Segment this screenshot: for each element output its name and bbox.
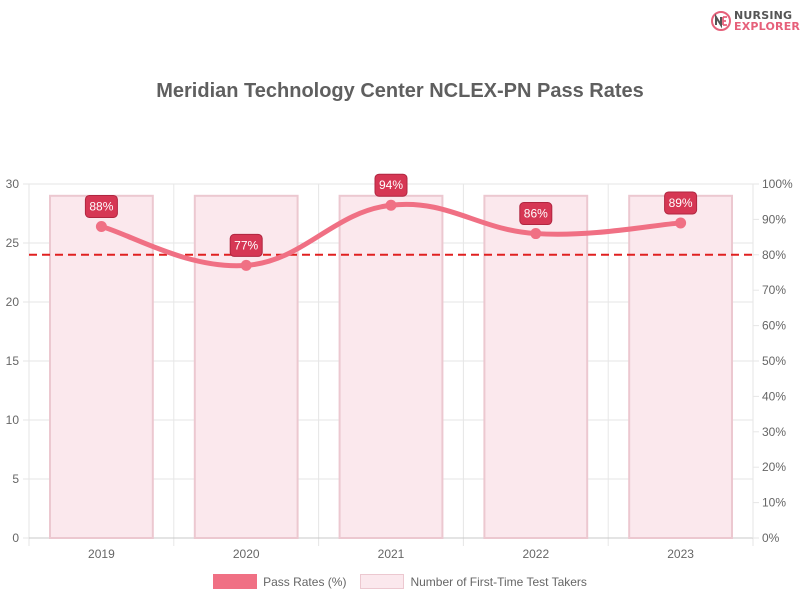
brand-logo: NURSING EXPLORER (708, 8, 800, 34)
legend-swatch-pass-rates (213, 574, 258, 589)
y-right-tick-label: 10% (762, 496, 786, 510)
brand-line-1: NURSING (734, 9, 793, 22)
chart-title: Meridian Technology Center NCLEX-PN Pass… (156, 80, 644, 102)
y-right-tick-label: 60% (762, 319, 786, 333)
pass-rate-label-box (229, 233, 263, 257)
brand-line-2: EXPLORER (734, 20, 800, 33)
y-right-tick-label: 0% (762, 531, 780, 545)
bar-2022 (483, 194, 589, 540)
y-right-tick-label: 70% (762, 283, 786, 297)
pass-rate-point-2023 (675, 217, 687, 229)
bar-2021 (338, 194, 444, 540)
legend-item-pass-rates[interactable]: Pass Rates (%) (213, 574, 346, 589)
nursing-explorer-logo-icon (711, 11, 731, 31)
x-tick-label: 2020 (233, 547, 260, 561)
y-right-tick-label: 100% (762, 177, 793, 191)
bar-2019 (48, 194, 154, 540)
y-left-tick-label: 20 (6, 295, 20, 309)
x-tick-label: 2019 (88, 547, 115, 561)
y-left-tick-label: 25 (6, 236, 20, 250)
y-left-tick-label: 30 (6, 177, 20, 191)
legend-label-pass-rates: Pass Rates (%) (263, 574, 347, 589)
pass-rate-label-box (664, 191, 698, 215)
legend-label-test-takers: Number of First-Time Test Takers (410, 574, 587, 589)
pass-rate-point-2019 (95, 220, 107, 232)
y-left-tick-label: 10 (6, 413, 20, 427)
y-right-tick-label: 80% (762, 248, 786, 262)
x-tick-label: 2023 (667, 547, 694, 561)
pass-rate-label-box (84, 194, 118, 218)
x-tick-label: 2021 (378, 547, 405, 561)
pass-rate-label-box (519, 202, 553, 226)
y-left-tick-label: 0 (12, 531, 19, 545)
y-right-tick-label: 50% (762, 354, 786, 368)
pass-rate-point-2022 (530, 228, 542, 240)
y-right-tick-label: 40% (762, 389, 786, 403)
chart-legend: Pass Rates (%) Number of First-Time Test… (0, 574, 800, 589)
bar-2023 (628, 194, 734, 540)
pass-rate-label-box (374, 173, 408, 197)
pass-rate-data-label: 89% (669, 196, 693, 210)
y-right-tick-label: 30% (762, 425, 786, 439)
y-right-tick-label: 20% (762, 460, 786, 474)
pass-rate-point-2020 (240, 259, 252, 271)
pass-rate-data-label: 77% (234, 238, 258, 252)
pass-rate-data-label: 86% (524, 207, 548, 221)
y-right-tick-label: 90% (762, 212, 786, 226)
y-left-tick-label: 5 (12, 472, 19, 486)
legend-item-test-takers[interactable]: Number of First-Time Test Takers (360, 574, 587, 589)
pass-rate-data-label: 88% (89, 199, 113, 213)
pass-rate-data-label: 94% (379, 178, 403, 192)
y-left-tick-label: 15 (6, 354, 20, 368)
x-tick-label: 2022 (522, 547, 549, 561)
pass-rate-point-2021 (385, 199, 397, 211)
legend-swatch-test-takers (360, 574, 405, 589)
